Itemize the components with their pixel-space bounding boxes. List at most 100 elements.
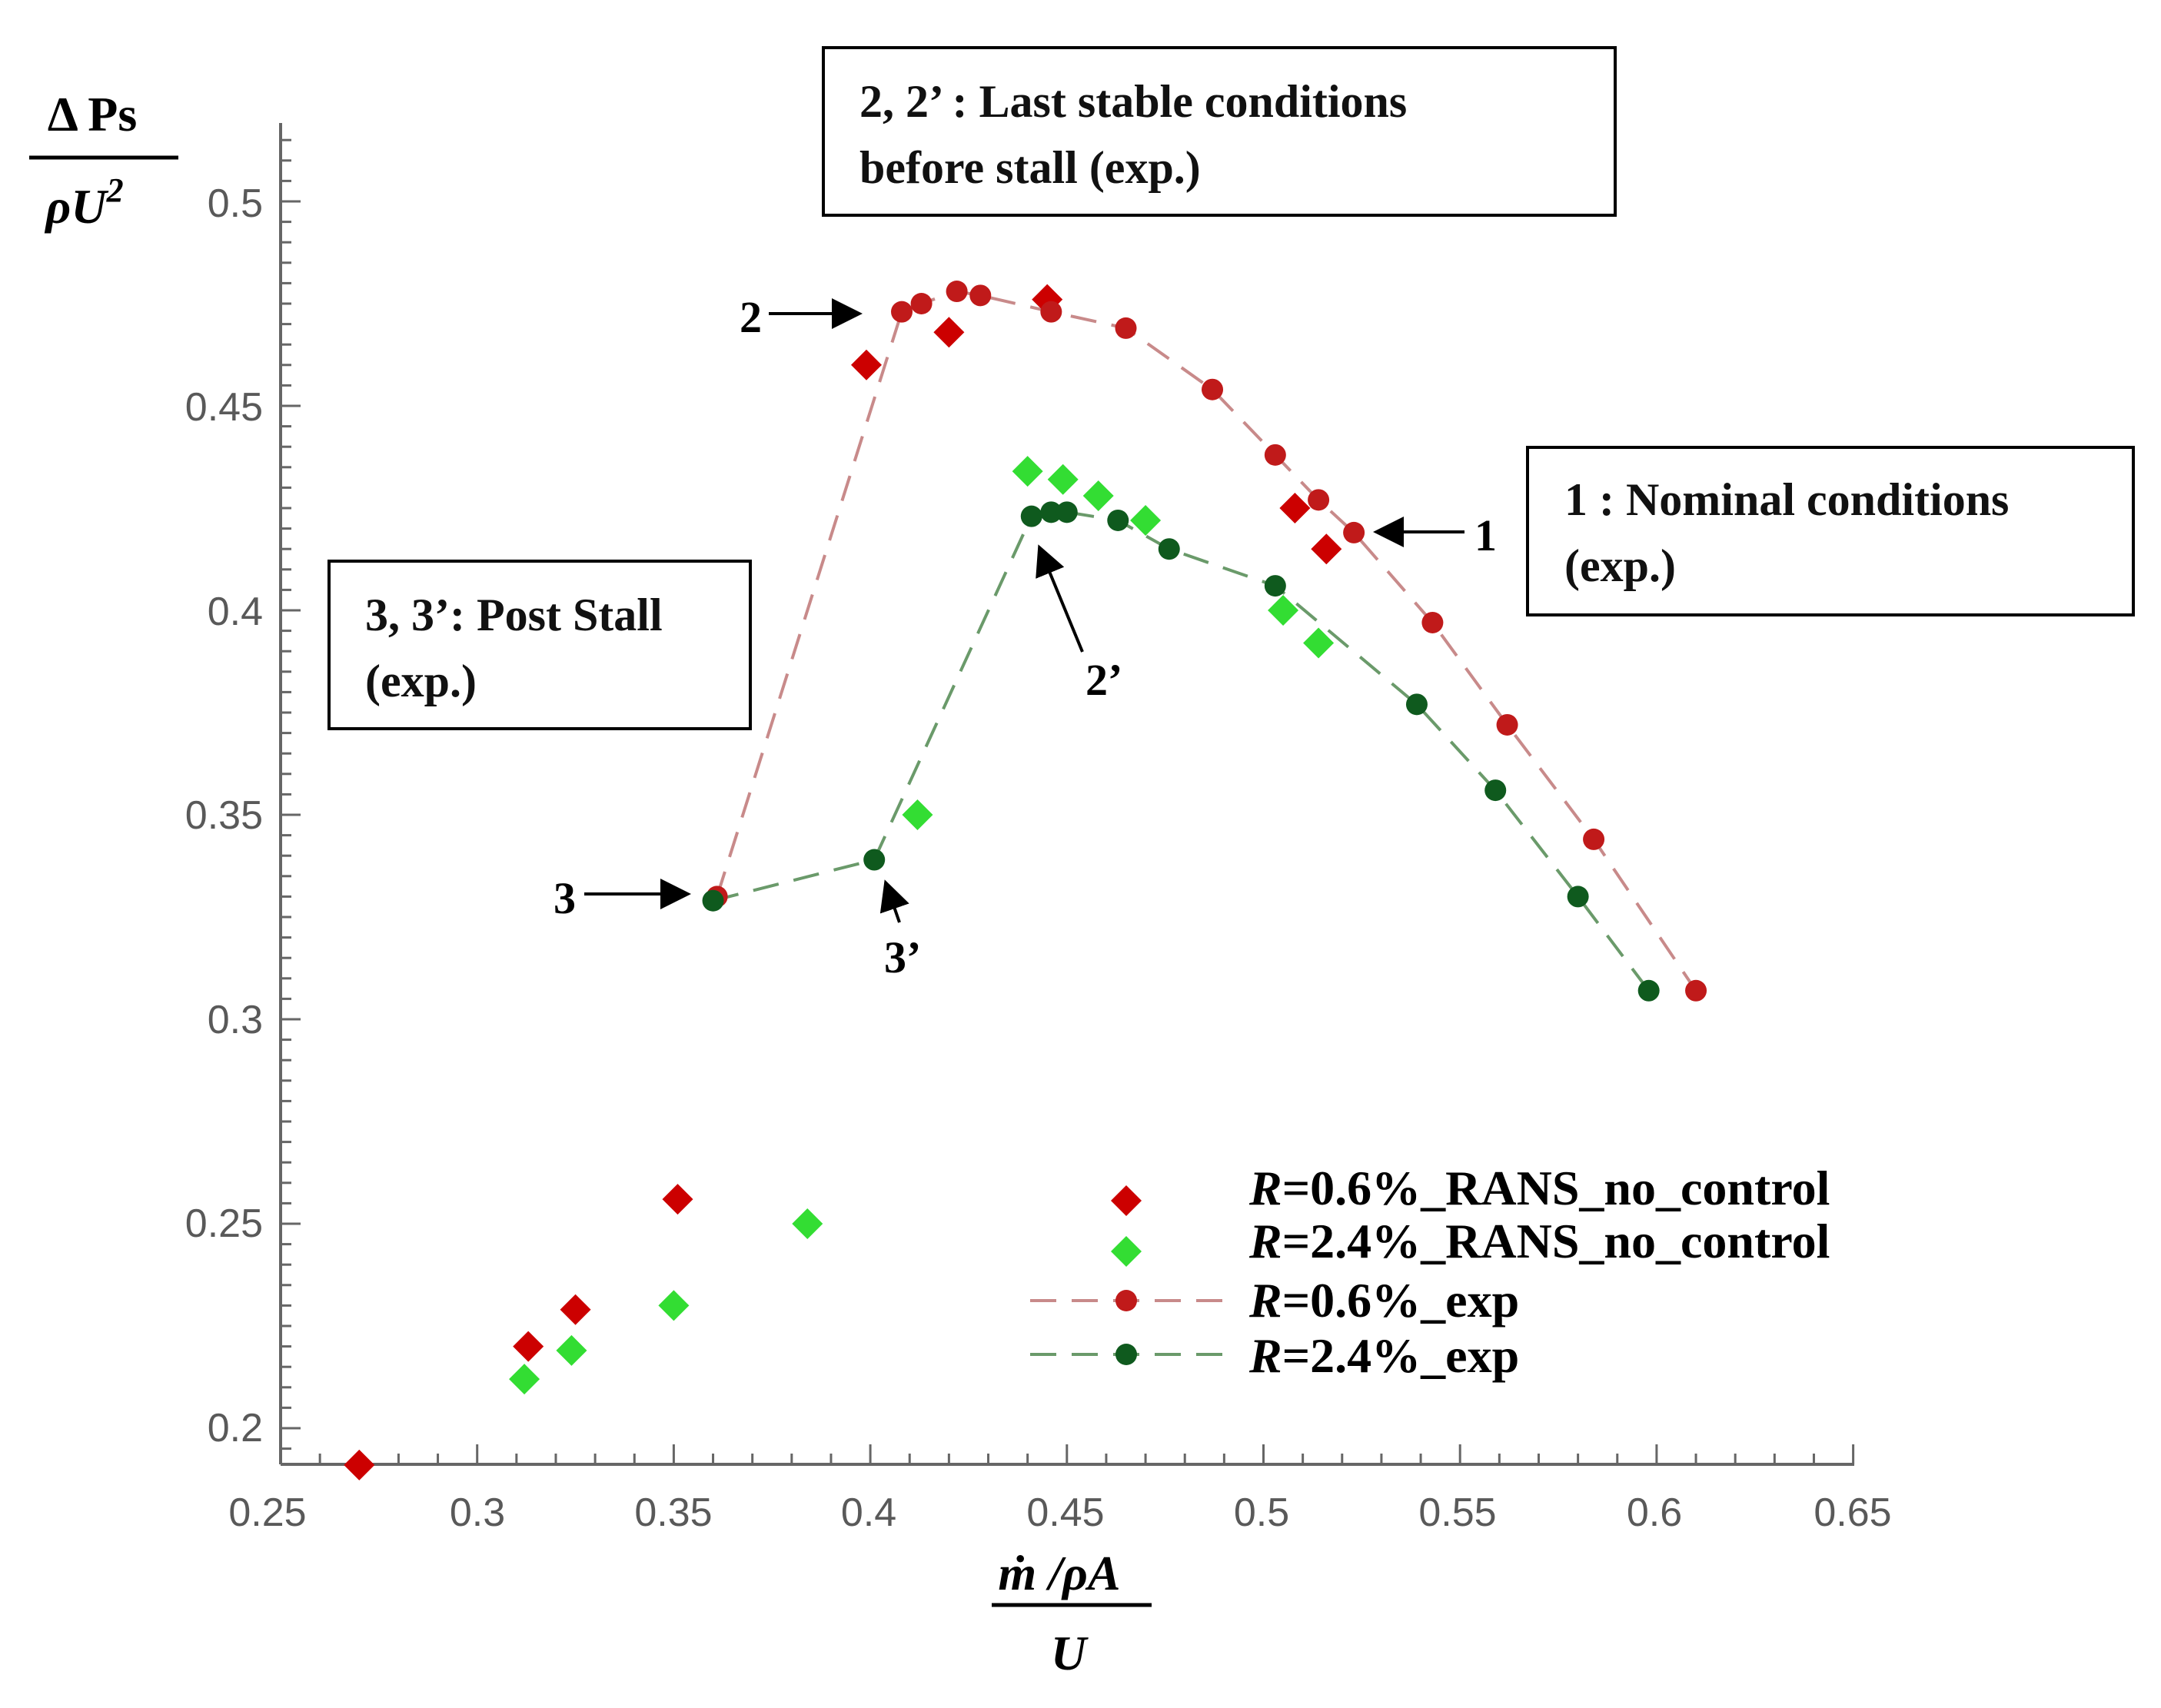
label-point-3-prime: 3’ bbox=[884, 932, 921, 982]
point-exp-06 bbox=[1583, 828, 1605, 850]
annotation-post-stall: 3, 3’: Post Stall (exp.) bbox=[327, 560, 752, 730]
point-exp-06 bbox=[946, 281, 968, 303]
point-rans-24 bbox=[658, 1290, 690, 1321]
point-exp-24 bbox=[1056, 501, 1078, 523]
arrow-point-2-prime bbox=[1036, 544, 1084, 653]
point-exp-06 bbox=[1308, 489, 1330, 511]
annotation-text: 1 : Nominal conditions bbox=[1564, 474, 2009, 525]
point-exp-06 bbox=[891, 301, 913, 323]
label-point-1: 1 bbox=[1474, 510, 1497, 560]
x-tick-label: 0.55 bbox=[1418, 1490, 1496, 1535]
annotation-last-stable: 2, 2’ : Last stable conditions before st… bbox=[822, 46, 1617, 217]
x-tick-label: 0.65 bbox=[1814, 1490, 1891, 1535]
point-exp-24 bbox=[1484, 779, 1507, 802]
legend-label-exp-06: R=0.6%_exp bbox=[1248, 1273, 1519, 1328]
point-rans-24 bbox=[1268, 595, 1299, 626]
y-tick-label: 0.4 bbox=[208, 590, 263, 634]
tick-marks bbox=[279, 138, 1855, 1464]
point-rans-24 bbox=[1082, 480, 1114, 512]
point-exp-06 bbox=[1496, 713, 1518, 736]
annotation-nominal: 1 : Nominal conditions (exp.) bbox=[1526, 446, 2135, 616]
legend-symbol-rans-06 bbox=[1111, 1185, 1142, 1216]
annotation-text: before stall (exp.) bbox=[859, 142, 1201, 193]
point-exp-24 bbox=[1020, 505, 1042, 527]
annotation-box bbox=[327, 560, 752, 730]
legend-symbol-exp-24 bbox=[1115, 1344, 1137, 1365]
y-tick-label: 0.35 bbox=[185, 793, 263, 838]
point-rans-06 bbox=[933, 317, 965, 348]
point-markers: 2 1 2’ 3 3’ bbox=[554, 292, 1497, 982]
x-label-denominator: U bbox=[1051, 1626, 1089, 1680]
y-tick-label: 0.3 bbox=[208, 998, 263, 1042]
annotation-box bbox=[1526, 446, 2135, 616]
y-tick-labels: 0.2 0.25 0.3 0.35 0.4 0.45 0.5 bbox=[185, 181, 263, 1450]
point-rans-24 bbox=[902, 799, 933, 830]
label-point-2: 2 bbox=[740, 292, 762, 342]
x-tick-label: 0.6 bbox=[1627, 1490, 1682, 1535]
point-exp-24 bbox=[1567, 886, 1589, 908]
y-tick-label: 0.5 bbox=[208, 181, 263, 226]
arrow-point-3-prime bbox=[879, 879, 909, 923]
legend-label-exp-24: R=2.4%_exp bbox=[1248, 1328, 1519, 1383]
annotation-text: 3, 3’: Post Stall bbox=[365, 590, 663, 640]
point-exp-06 bbox=[969, 284, 992, 307]
point-exp-24 bbox=[1040, 501, 1062, 523]
point-exp-24 bbox=[1107, 509, 1129, 531]
point-rans-24 bbox=[1303, 627, 1335, 659]
legend-symbol-exp-06 bbox=[1115, 1290, 1137, 1311]
point-exp-06 bbox=[1040, 301, 1062, 323]
point-exp-06 bbox=[910, 293, 933, 314]
series-line-exp-06 bbox=[715, 289, 1697, 992]
x-tick-label: 0.3 bbox=[450, 1490, 505, 1535]
point-exp-06 bbox=[1264, 444, 1286, 466]
series-line-exp-24 bbox=[713, 510, 1651, 992]
x-tick-label: 0.35 bbox=[634, 1490, 712, 1535]
x-tick-labels: 0.25 0.3 0.35 0.4 0.45 0.5 0.55 0.6 0.65 bbox=[228, 1490, 1891, 1535]
plot-area bbox=[344, 281, 1707, 1480]
point-rans-06 bbox=[850, 349, 882, 380]
point-rans-06 bbox=[662, 1184, 693, 1215]
point-exp-06 bbox=[1343, 521, 1365, 543]
point-rans-06 bbox=[1311, 533, 1342, 565]
x-tick-label: 0.4 bbox=[841, 1490, 896, 1535]
legend-label-rans-24: R=2.4%_RANS_no_control bbox=[1248, 1214, 1830, 1268]
y-tick-label: 0.2 bbox=[208, 1406, 263, 1450]
x-axis-label: ṁ /ρA U bbox=[992, 1546, 1152, 1680]
point-exp-24 bbox=[863, 849, 886, 871]
point-rans-24 bbox=[792, 1208, 823, 1239]
point-rans-06 bbox=[1279, 493, 1311, 523]
y-tick-label: 0.45 bbox=[185, 385, 263, 430]
annotation-text: (exp.) bbox=[365, 656, 477, 706]
point-exp-06 bbox=[1685, 979, 1707, 1002]
x-tick-label: 0.5 bbox=[1234, 1490, 1289, 1535]
y-axis-label: Δ Ps ρU2 bbox=[29, 87, 178, 234]
point-exp-06 bbox=[1115, 317, 1137, 339]
point-exp-24 bbox=[1264, 575, 1286, 597]
point-exp-06 bbox=[1421, 611, 1444, 633]
y-label-denominator: ρU2 bbox=[44, 171, 123, 234]
point-rans-24 bbox=[1012, 456, 1043, 487]
point-exp-06 bbox=[1202, 378, 1224, 400]
x-tick-label: 0.45 bbox=[1026, 1490, 1104, 1535]
legend-symbols bbox=[1030, 1185, 1222, 1365]
legend-label-rans-06: R=0.6%_RANS_no_control bbox=[1248, 1161, 1830, 1215]
x-label-numerator: ṁ /ρA bbox=[998, 1546, 1120, 1600]
point-rans-24 bbox=[556, 1334, 587, 1366]
annotation-box bbox=[822, 46, 1617, 217]
annotation-text: 2, 2’ : Last stable conditions bbox=[859, 76, 1407, 127]
point-rans-24 bbox=[1130, 504, 1162, 536]
point-exp-24 bbox=[1637, 979, 1660, 1002]
legend-symbol-rans-24 bbox=[1111, 1236, 1142, 1267]
y-label-numerator: Δ Ps bbox=[48, 87, 138, 141]
point-rans-06 bbox=[560, 1294, 591, 1325]
point-exp-24 bbox=[1405, 693, 1428, 716]
x-tick-label: 0.25 bbox=[228, 1490, 306, 1535]
point-rans-06 bbox=[513, 1331, 544, 1362]
label-point-2-prime: 2’ bbox=[1085, 655, 1122, 705]
annotation-text: (exp.) bbox=[1564, 540, 1676, 591]
label-point-3: 3 bbox=[554, 873, 576, 923]
point-rans-24 bbox=[1047, 464, 1079, 495]
point-rans-24 bbox=[509, 1364, 540, 1395]
point-rans-06 bbox=[344, 1449, 375, 1480]
point-exp-24 bbox=[702, 889, 724, 912]
